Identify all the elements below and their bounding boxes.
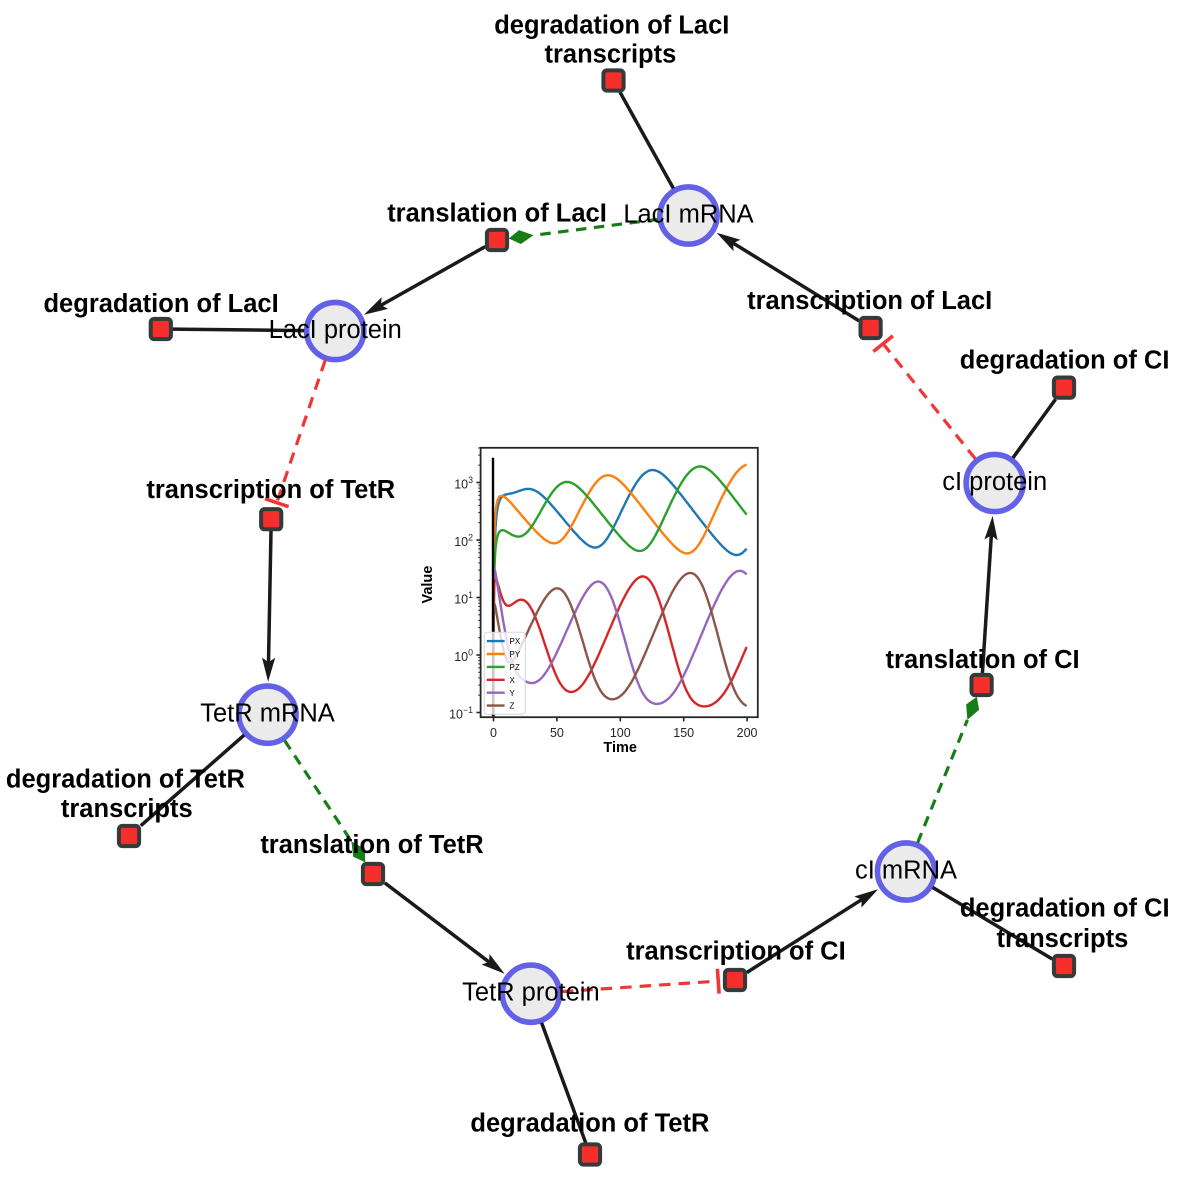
svg-text:degradation of CI: degradation of CI (960, 346, 1170, 374)
svg-text:translation of CI: translation of CI (886, 646, 1080, 674)
svg-text:200: 200 (737, 726, 758, 740)
svg-text:translation of TetR: translation of TetR (260, 831, 483, 859)
svg-text:50: 50 (550, 726, 564, 740)
svg-text:degradation of LacI: degradation of LacI (43, 290, 278, 318)
svg-text:LacI protein: LacI protein (269, 316, 402, 344)
svg-text:degradation of LacI: degradation of LacI (494, 12, 729, 40)
svg-text:cI protein: cI protein (942, 468, 1047, 496)
svg-text:Value: Value (420, 566, 436, 604)
svg-text:Time: Time (603, 740, 637, 756)
svg-text:translation of LacI: translation of LacI (387, 200, 607, 228)
svg-text:PZ: PZ (510, 663, 520, 672)
svg-text:Z: Z (510, 702, 515, 711)
svg-text:degradation of TetR: degradation of TetR (6, 766, 245, 794)
svg-text:transcripts: transcripts (61, 795, 193, 823)
svg-text:transcription of CI: transcription of CI (626, 937, 846, 965)
svg-text:cI mRNA: cI mRNA (855, 857, 957, 885)
svg-text:transcripts: transcripts (997, 925, 1129, 953)
svg-text:PY: PY (510, 650, 521, 659)
svg-text:100: 100 (610, 726, 631, 740)
svg-text:LacI mRNA: LacI mRNA (623, 201, 753, 229)
svg-text:150: 150 (673, 726, 694, 740)
svg-text:0: 0 (490, 726, 497, 740)
svg-text:transcripts: transcripts (545, 41, 677, 69)
svg-text:X: X (510, 676, 516, 685)
svg-text:PX: PX (510, 637, 521, 646)
svg-text:degradation of TetR: degradation of TetR (470, 1109, 709, 1137)
svg-text:TetR protein: TetR protein (462, 979, 600, 1007)
svg-text:Y: Y (510, 689, 516, 698)
svg-text:degradation of CI: degradation of CI (960, 894, 1170, 922)
svg-text:transcription of LacI: transcription of LacI (747, 287, 992, 315)
svg-text:TetR mRNA: TetR mRNA (200, 700, 335, 728)
svg-text:transcription of TetR: transcription of TetR (146, 476, 395, 504)
